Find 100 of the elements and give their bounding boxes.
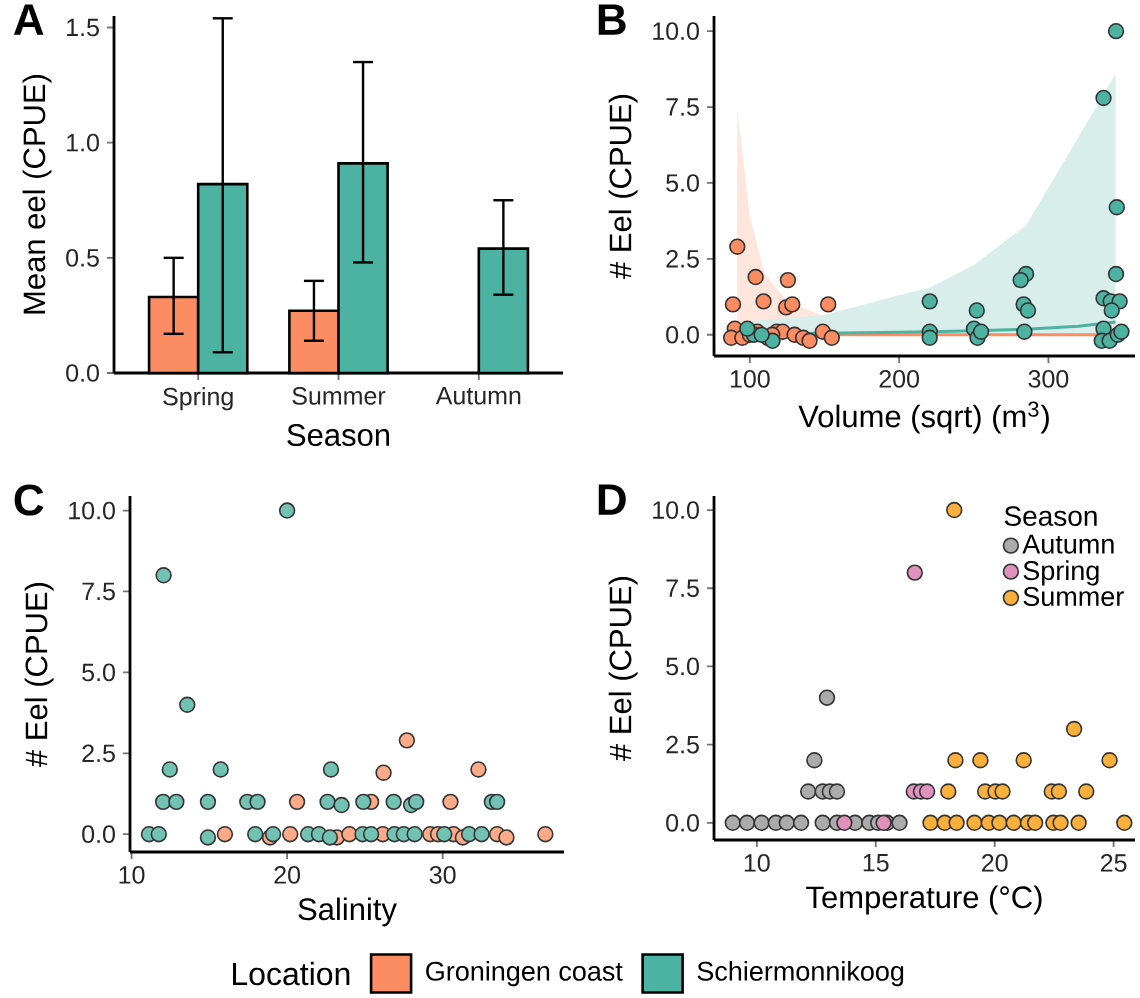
point <box>406 826 423 843</box>
y-tick-label: 10.0 <box>653 22 699 41</box>
point <box>212 761 229 778</box>
point <box>738 814 756 831</box>
x-tick-label: Summer <box>292 387 386 405</box>
point <box>778 814 795 831</box>
y-axis-title: # Eel (CPUE) <box>608 576 638 761</box>
x-axis-title: Temperature (°C) <box>806 885 1042 915</box>
x-tick-label: 20 <box>982 854 1008 872</box>
legend-title: Season <box>1004 506 1097 527</box>
point <box>398 732 416 749</box>
point <box>921 329 938 346</box>
point <box>1026 814 1044 831</box>
point <box>823 329 840 346</box>
point <box>799 783 817 800</box>
point <box>966 814 983 831</box>
x-tick-label: 30 <box>429 866 456 884</box>
point <box>247 826 264 843</box>
point <box>806 752 823 769</box>
y-tick-label: 2.5 <box>666 735 699 754</box>
point <box>375 764 392 781</box>
x-tick-label: Autumn <box>435 387 521 405</box>
point <box>891 814 908 831</box>
legend-title: Location <box>233 961 350 986</box>
point <box>747 268 764 286</box>
y-tick-label: 5.0 <box>666 657 699 676</box>
point <box>828 783 846 800</box>
x-tick-label: 20 <box>274 866 301 884</box>
y-axis-title: # Eel (CPUE) <box>24 582 54 767</box>
x-tick-label: 25 <box>1100 854 1127 872</box>
x-tick-label: 10 <box>119 866 145 884</box>
y-tick-label: 7.5 <box>666 579 699 597</box>
point <box>322 761 340 778</box>
point <box>820 296 837 313</box>
point <box>1065 720 1083 738</box>
point <box>1012 271 1029 289</box>
point <box>161 761 179 778</box>
point <box>470 761 487 778</box>
point <box>278 502 296 519</box>
y-tick-label: 2.5 <box>666 250 699 268</box>
point <box>282 826 299 843</box>
point <box>801 332 818 350</box>
chart-title: C <box>14 484 44 516</box>
point <box>199 793 217 811</box>
x-tick-label: 200 <box>879 370 919 388</box>
legend-label: Schiermonnikoog <box>697 960 904 987</box>
point <box>918 783 936 800</box>
y-tick-label: 2.5 <box>82 744 115 763</box>
point <box>972 323 990 340</box>
x-tick-label: Spring <box>163 387 233 411</box>
point <box>355 793 372 811</box>
point <box>216 826 234 843</box>
point <box>1052 814 1069 831</box>
point <box>1019 302 1037 319</box>
chart-title: D <box>598 484 626 515</box>
point <box>333 796 350 814</box>
point <box>154 793 172 811</box>
point <box>488 793 506 811</box>
point <box>408 793 425 811</box>
point <box>753 814 770 831</box>
point <box>362 826 380 843</box>
y-tick-label: 0.0 <box>82 825 115 844</box>
point <box>994 783 1011 800</box>
point <box>968 302 985 319</box>
x-axis-title: Volume (sqrt) (m$^{3}$) <box>798 401 1049 434</box>
y-tick-label: 5.0 <box>82 663 115 682</box>
point <box>249 793 266 811</box>
point <box>948 814 965 831</box>
y-tick-label: 7.5 <box>666 98 699 116</box>
point <box>1015 752 1032 769</box>
point <box>947 752 964 769</box>
legend-label: Spring <box>1023 560 1099 586</box>
point <box>784 296 801 313</box>
y-tick-label: 1.5 <box>67 18 99 37</box>
chart-title: B <box>598 4 626 35</box>
x-tick-label: 10 <box>744 854 770 872</box>
point <box>199 829 217 846</box>
point <box>755 293 772 310</box>
point <box>724 814 741 831</box>
point <box>724 296 742 313</box>
x-tick-label: 15 <box>863 854 889 872</box>
x-axis-title: Salinity <box>298 897 397 927</box>
point <box>814 814 831 831</box>
point <box>1016 323 1033 340</box>
point <box>537 826 554 843</box>
y-tick-label: 7.5 <box>82 582 115 601</box>
point <box>168 793 185 811</box>
y-tick-label: 5.0 <box>666 174 699 192</box>
y-tick-label: 0.5 <box>66 249 99 267</box>
point <box>155 567 172 584</box>
point <box>946 501 963 519</box>
point <box>991 814 1008 831</box>
point <box>940 783 957 800</box>
y-tick-label: 0.0 <box>666 813 699 832</box>
point <box>498 829 515 846</box>
x-tick-label: 100 <box>730 370 770 388</box>
x-tick-label: 300 <box>1028 370 1069 388</box>
point <box>972 752 989 769</box>
y-tick-label: 10.0 <box>653 501 699 519</box>
y-tick-label: 0.0 <box>66 364 99 382</box>
